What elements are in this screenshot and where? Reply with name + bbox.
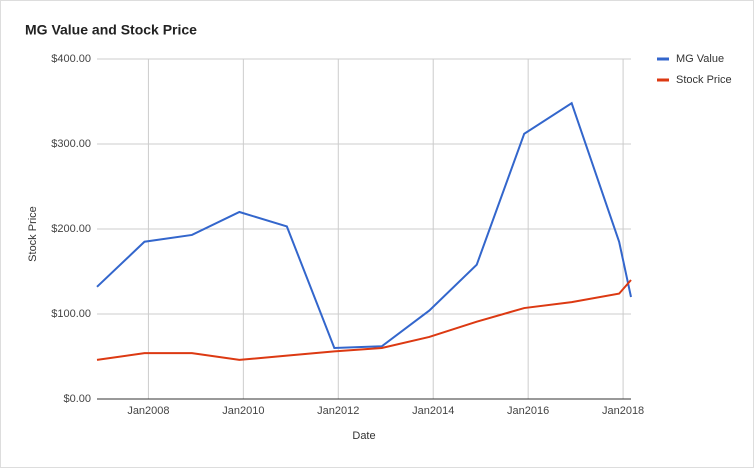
y-tick-label: $400.00 (51, 53, 91, 65)
x-tick-label: Jan2016 (507, 405, 549, 417)
y-tick-label: $200.00 (51, 223, 91, 235)
chart-title: MG Value and Stock Price (25, 22, 197, 38)
legend-label: MG Value (676, 53, 724, 65)
y-tick-label: $100.00 (51, 308, 91, 320)
legend-label: Stock Price (676, 74, 732, 86)
x-tick-label: Jan2008 (127, 405, 169, 417)
y-tick-label: $300.00 (51, 138, 91, 150)
x-tick-label: Jan2018 (602, 405, 644, 417)
y-axis-title: Stock Price (27, 206, 39, 262)
series-line (96, 101, 632, 350)
x-tick-label: Jan2014 (412, 405, 454, 417)
x-tick-label: Jan2012 (317, 405, 359, 417)
x-axis-title: Date (352, 430, 375, 442)
series-line (96, 279, 632, 361)
y-tick-label: $0.00 (63, 393, 91, 405)
x-tick-label: Jan2010 (222, 405, 264, 417)
